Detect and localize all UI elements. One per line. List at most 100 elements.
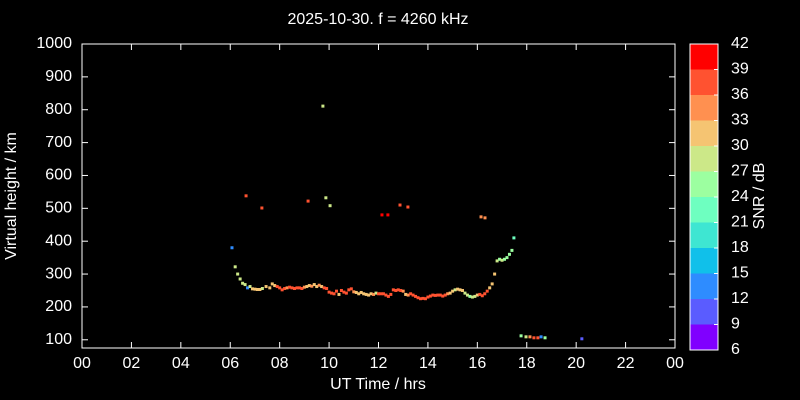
point [278,286,282,290]
point [580,337,584,341]
point [305,285,309,289]
point [505,256,509,260]
point [250,287,254,291]
colorbar-label: SNR / dB [751,163,768,230]
point [372,292,376,296]
point [433,293,437,297]
point [495,259,499,263]
point [468,294,472,298]
colorbar-tick-label: 24 [731,188,749,205]
point [342,290,346,294]
point [446,292,450,296]
point [230,246,234,250]
x-tick-label: 20 [567,355,585,372]
colorbar-tick-label: 39 [731,61,749,78]
point [285,286,289,290]
colorbar-segment [690,248,718,274]
point [306,199,310,203]
point [264,285,268,289]
point [488,286,492,290]
colorbar-segment [690,273,718,299]
point [475,293,479,297]
point [268,286,272,290]
point [236,272,240,276]
point [428,294,432,298]
x-tick-label: 22 [617,355,635,372]
point [248,285,252,289]
colorbar-tick-label: 18 [731,239,749,256]
x-tick-label: 12 [370,355,388,372]
point [426,295,430,299]
point [377,292,380,296]
point [273,284,277,288]
point [258,288,262,292]
point [396,288,400,292]
x-tick-label: 14 [419,355,437,372]
point [436,293,440,297]
point [295,286,299,290]
point [539,335,543,339]
point [352,290,356,294]
point [379,292,383,296]
y-tick-label: 400 [45,232,72,249]
point [270,282,274,286]
colorbar-tick-label: 36 [731,86,749,103]
point [334,289,338,293]
point [290,286,294,290]
colorbar-tick-label: 12 [731,290,749,307]
chart-title: 2025-10-30. f = 4260 kHz [287,11,468,28]
colorbar-segment [690,44,718,70]
point [386,213,390,217]
point [283,287,287,291]
point [478,292,482,296]
colorbar-segment [690,299,718,325]
colorbar-tick-label: 27 [731,163,749,180]
point [456,287,460,291]
point [302,285,306,289]
point [292,287,296,291]
point [354,290,358,294]
point [255,288,259,292]
point [485,289,489,293]
x-axis-label: UT Time / hrs [330,376,426,393]
point [441,294,445,298]
point [528,335,532,339]
colorbar-tick-label: 21 [731,214,749,231]
point [238,277,242,281]
x-tick-label: 02 [123,355,141,372]
point [483,292,487,296]
colorbar-segment [690,95,718,121]
point [280,288,284,292]
point [328,204,332,208]
point [324,196,328,200]
colorbar-segment [690,222,718,248]
point [332,292,336,296]
point [275,285,279,289]
colorbar-tick-label: 33 [731,112,749,129]
point [391,288,395,292]
point [243,283,247,287]
point [246,286,250,290]
point [431,293,435,297]
point [503,257,507,261]
colorbar-tick-label: 30 [731,137,749,154]
point [374,291,378,295]
y-tick-label: 800 [45,101,72,118]
point [253,287,257,291]
point [327,290,331,294]
point [260,206,264,210]
point [451,289,455,293]
point [325,287,329,291]
point [406,205,410,209]
point [244,194,248,198]
point [344,291,348,295]
point [367,293,371,297]
point [398,203,402,207]
point [483,216,487,220]
point [364,292,368,296]
point [399,288,403,292]
colorbar-tick-label: 6 [731,341,740,358]
point [312,283,316,287]
